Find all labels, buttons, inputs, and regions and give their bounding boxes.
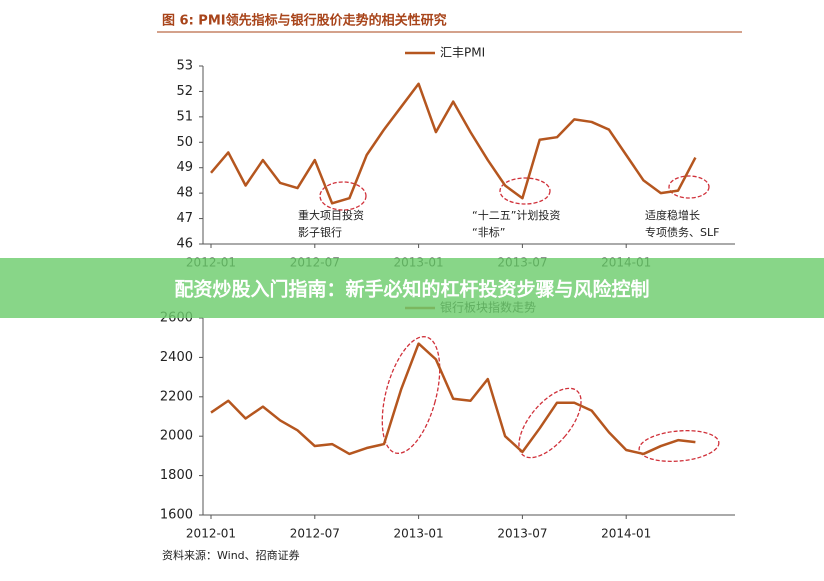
ellipse: [381, 336, 441, 454]
source: 资料来源：Wind、招商证券: [162, 548, 300, 562]
y-tick-label: 47: [176, 211, 193, 226]
legend-label: 汇丰PMI: [440, 46, 485, 60]
y-tick-label: 1600: [160, 508, 193, 523]
y-tick-label: 2000: [160, 429, 193, 444]
x-tick-label: 2013-07: [497, 527, 547, 541]
figure-title: 图 6: PMI领先指标与银行股价走势的相关性研究: [162, 13, 447, 29]
ellipse: [499, 177, 551, 205]
series-line: [210, 342, 696, 456]
series-line: [210, 82, 697, 205]
highlight-ellipses: [319, 175, 720, 462]
ellipse: [518, 387, 582, 459]
annotation: 影子银行: [298, 225, 342, 239]
ellipse: [319, 181, 367, 211]
y-tick-label: 52: [176, 84, 193, 99]
y-tick-label: 2400: [160, 350, 193, 365]
banner-background: [0, 258, 824, 318]
y-tick-label: 53: [176, 59, 193, 74]
y-tick-label: 48: [176, 186, 193, 201]
ellipse: [638, 430, 720, 462]
annotation: 重大项目投资: [298, 208, 364, 222]
y-tick-label: 49: [176, 160, 193, 175]
ellipse: [668, 175, 710, 199]
x-tick-label: 2012-07: [290, 527, 340, 541]
annotation: “十二五”计划投资: [472, 208, 560, 222]
y-tick-label: 51: [176, 109, 193, 124]
x-tick-label: 2012-01: [186, 527, 236, 541]
annotation: 专项债务、SLF: [645, 225, 719, 239]
y-tick-label: 1800: [160, 468, 193, 483]
annotation: “非标”: [472, 225, 505, 239]
annotation: 适度稳增长: [645, 208, 700, 222]
x-tick-label: 2014-01: [601, 527, 651, 541]
y-tick-label: 46: [176, 237, 193, 252]
y-tick-label: 2200: [160, 389, 193, 404]
y-tick-label: 50: [176, 135, 193, 150]
x-tick-label: 2013-01: [394, 527, 444, 541]
banner-text: 配资炒股入门指南：新手必知的杠杆投资步骤与风险控制: [174, 278, 649, 301]
